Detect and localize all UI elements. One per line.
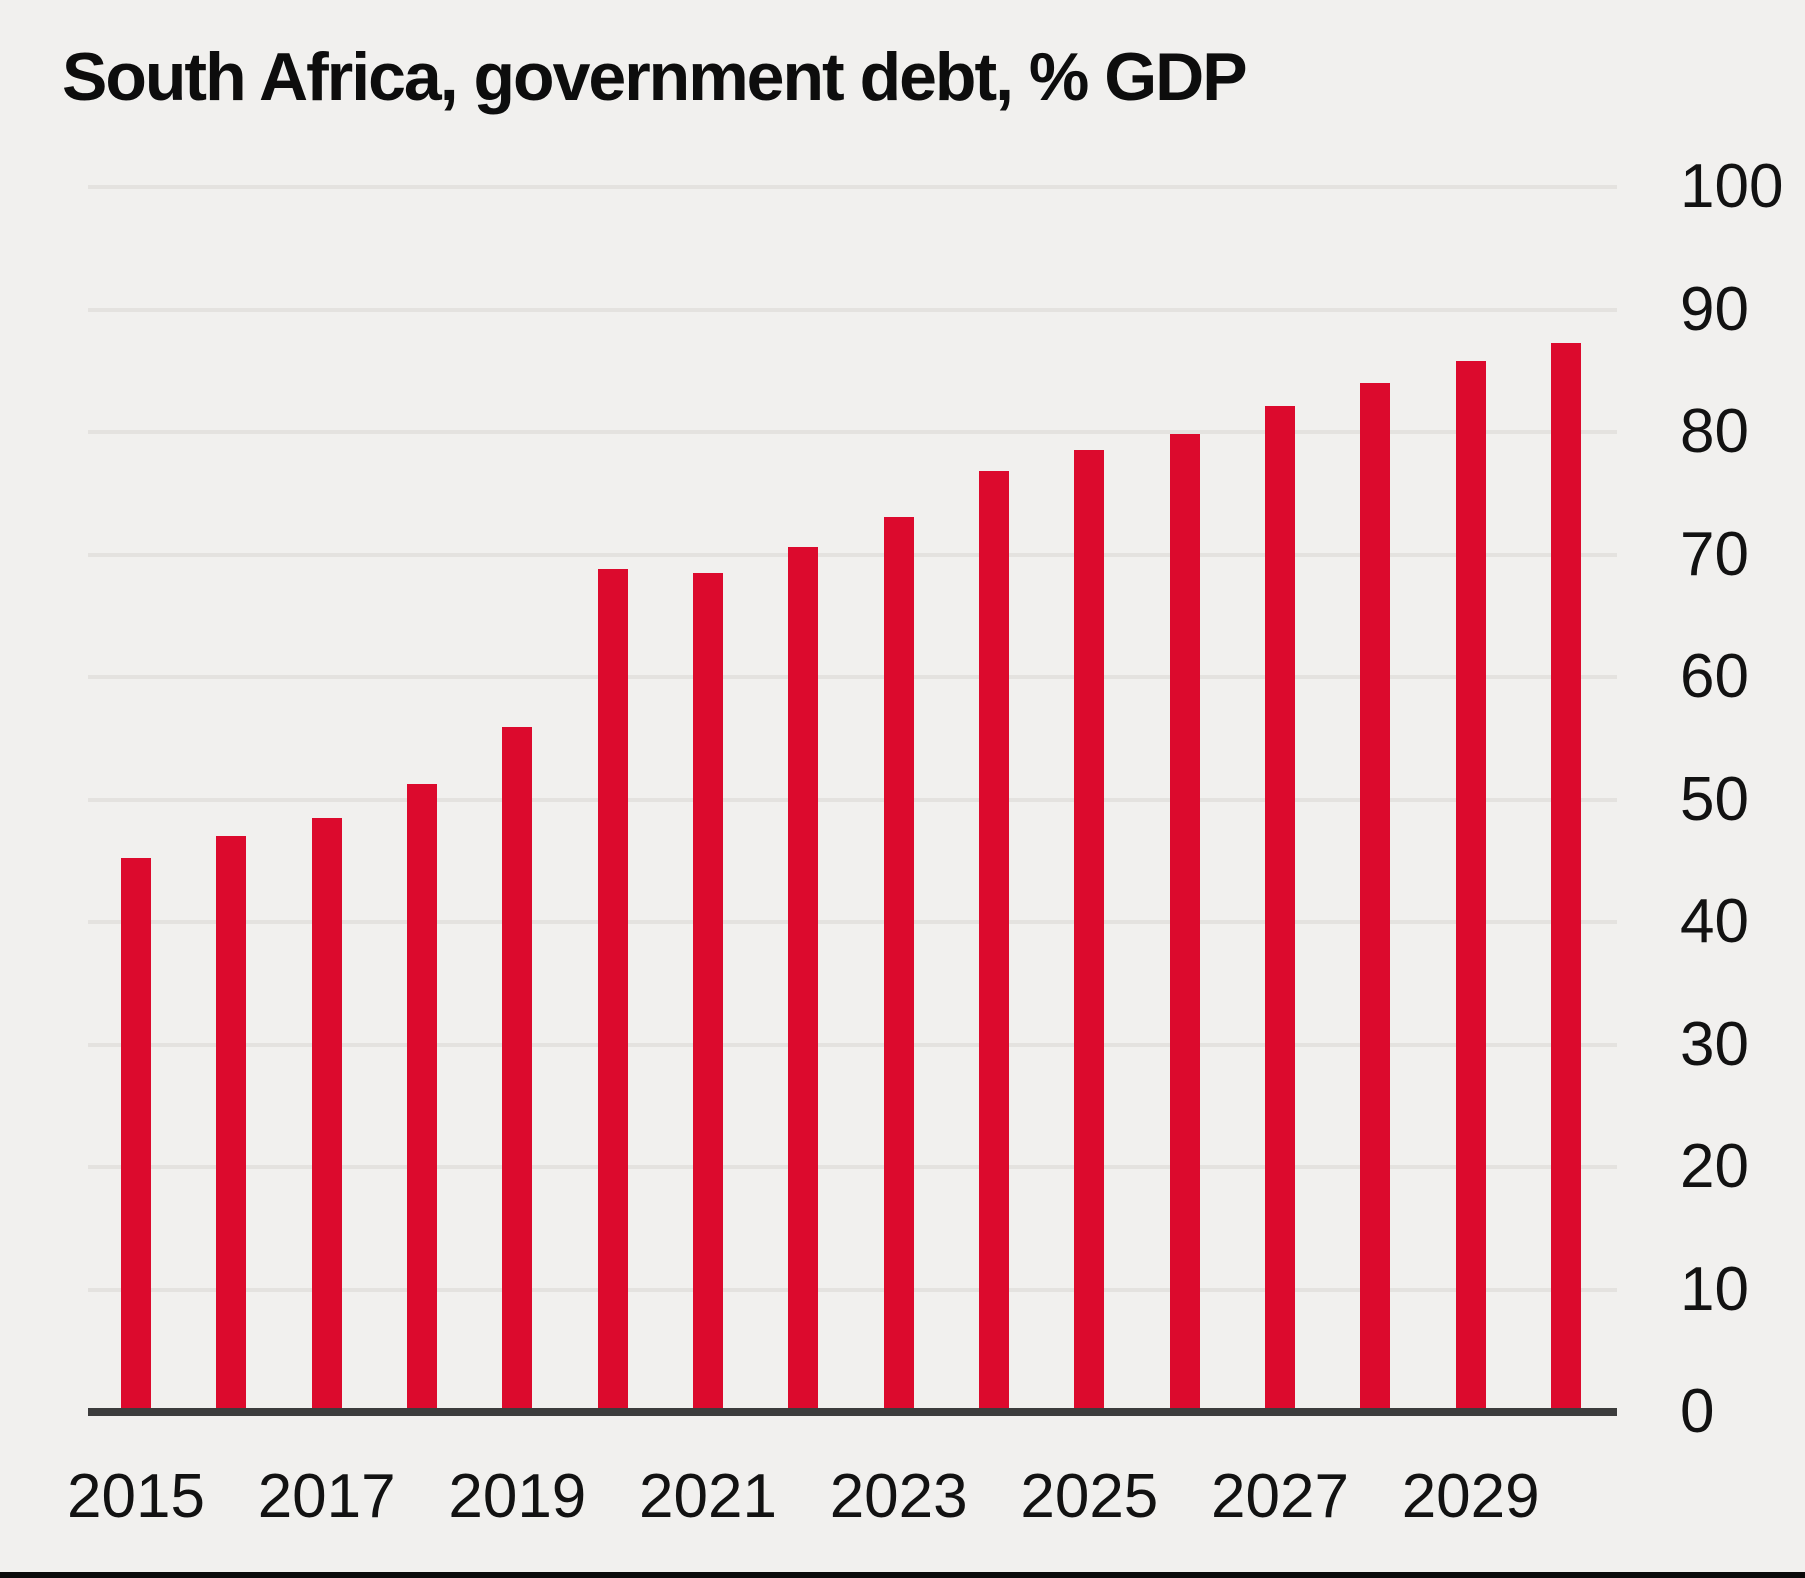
y-tick-label-40: 40	[1680, 887, 1749, 956]
y-tick-label-100: 100	[1680, 152, 1784, 221]
bar-2021	[692, 572, 723, 1412]
bar-2018	[406, 783, 437, 1412]
y-tick-label-20: 20	[1680, 1132, 1749, 1201]
bar-2023	[883, 516, 914, 1412]
y-tick-label-10: 10	[1680, 1254, 1749, 1324]
gridline-30	[88, 1042, 1617, 1047]
y-tick-label-30: 30	[1680, 1009, 1749, 1079]
y-tick-label-90: 90	[1680, 274, 1749, 344]
x-tick-label-2029: 2029	[1401, 1462, 1540, 1531]
x-axis-line	[88, 1408, 1617, 1416]
gridline-10	[88, 1287, 1617, 1292]
gridline-100	[88, 185, 1617, 189]
bar-2020	[597, 569, 628, 1412]
x-tick-label-2025: 2025	[1020, 1462, 1159, 1531]
x-tick-label-2021: 2021	[639, 1462, 777, 1531]
y-tick-label-50: 50	[1680, 764, 1749, 834]
bar-2024	[978, 471, 1009, 1412]
x-tick-label-2019: 2019	[448, 1462, 587, 1531]
bar-2028	[1360, 383, 1391, 1412]
x-tick-label-2017: 2017	[257, 1462, 396, 1531]
gridline-90	[88, 307, 1617, 312]
bar-2030	[1550, 342, 1581, 1412]
bar-2027	[1264, 406, 1295, 1412]
gridline-20	[88, 1165, 1617, 1169]
gridline-60	[88, 675, 1617, 679]
y-tick-label-70: 70	[1680, 519, 1749, 589]
chart-title: South Africa, government debt, % GDP	[62, 39, 1248, 115]
bar-2019	[502, 727, 533, 1412]
bar-2025	[1074, 450, 1105, 1412]
bottom-rule	[0, 1572, 1805, 1578]
gridline-40	[88, 920, 1617, 924]
bar-2029	[1455, 360, 1486, 1412]
gridline-80	[88, 430, 1617, 434]
bar-2015	[121, 858, 151, 1412]
x-tick-label-2023: 2023	[829, 1462, 968, 1531]
gridline-70	[88, 552, 1617, 557]
x-tick-label-2027: 2027	[1211, 1462, 1349, 1531]
x-tick-label-2015: 2015	[67, 1462, 205, 1531]
y-tick-label-60: 60	[1680, 642, 1749, 711]
gridline-50	[88, 797, 1617, 802]
bar-2017	[311, 817, 342, 1412]
bar-2022	[788, 547, 819, 1412]
y-tick-label-0: 0	[1680, 1377, 1715, 1446]
y-tick-label-80: 80	[1680, 397, 1749, 466]
bar-2026	[1169, 434, 1200, 1412]
bar-2016	[216, 836, 247, 1412]
